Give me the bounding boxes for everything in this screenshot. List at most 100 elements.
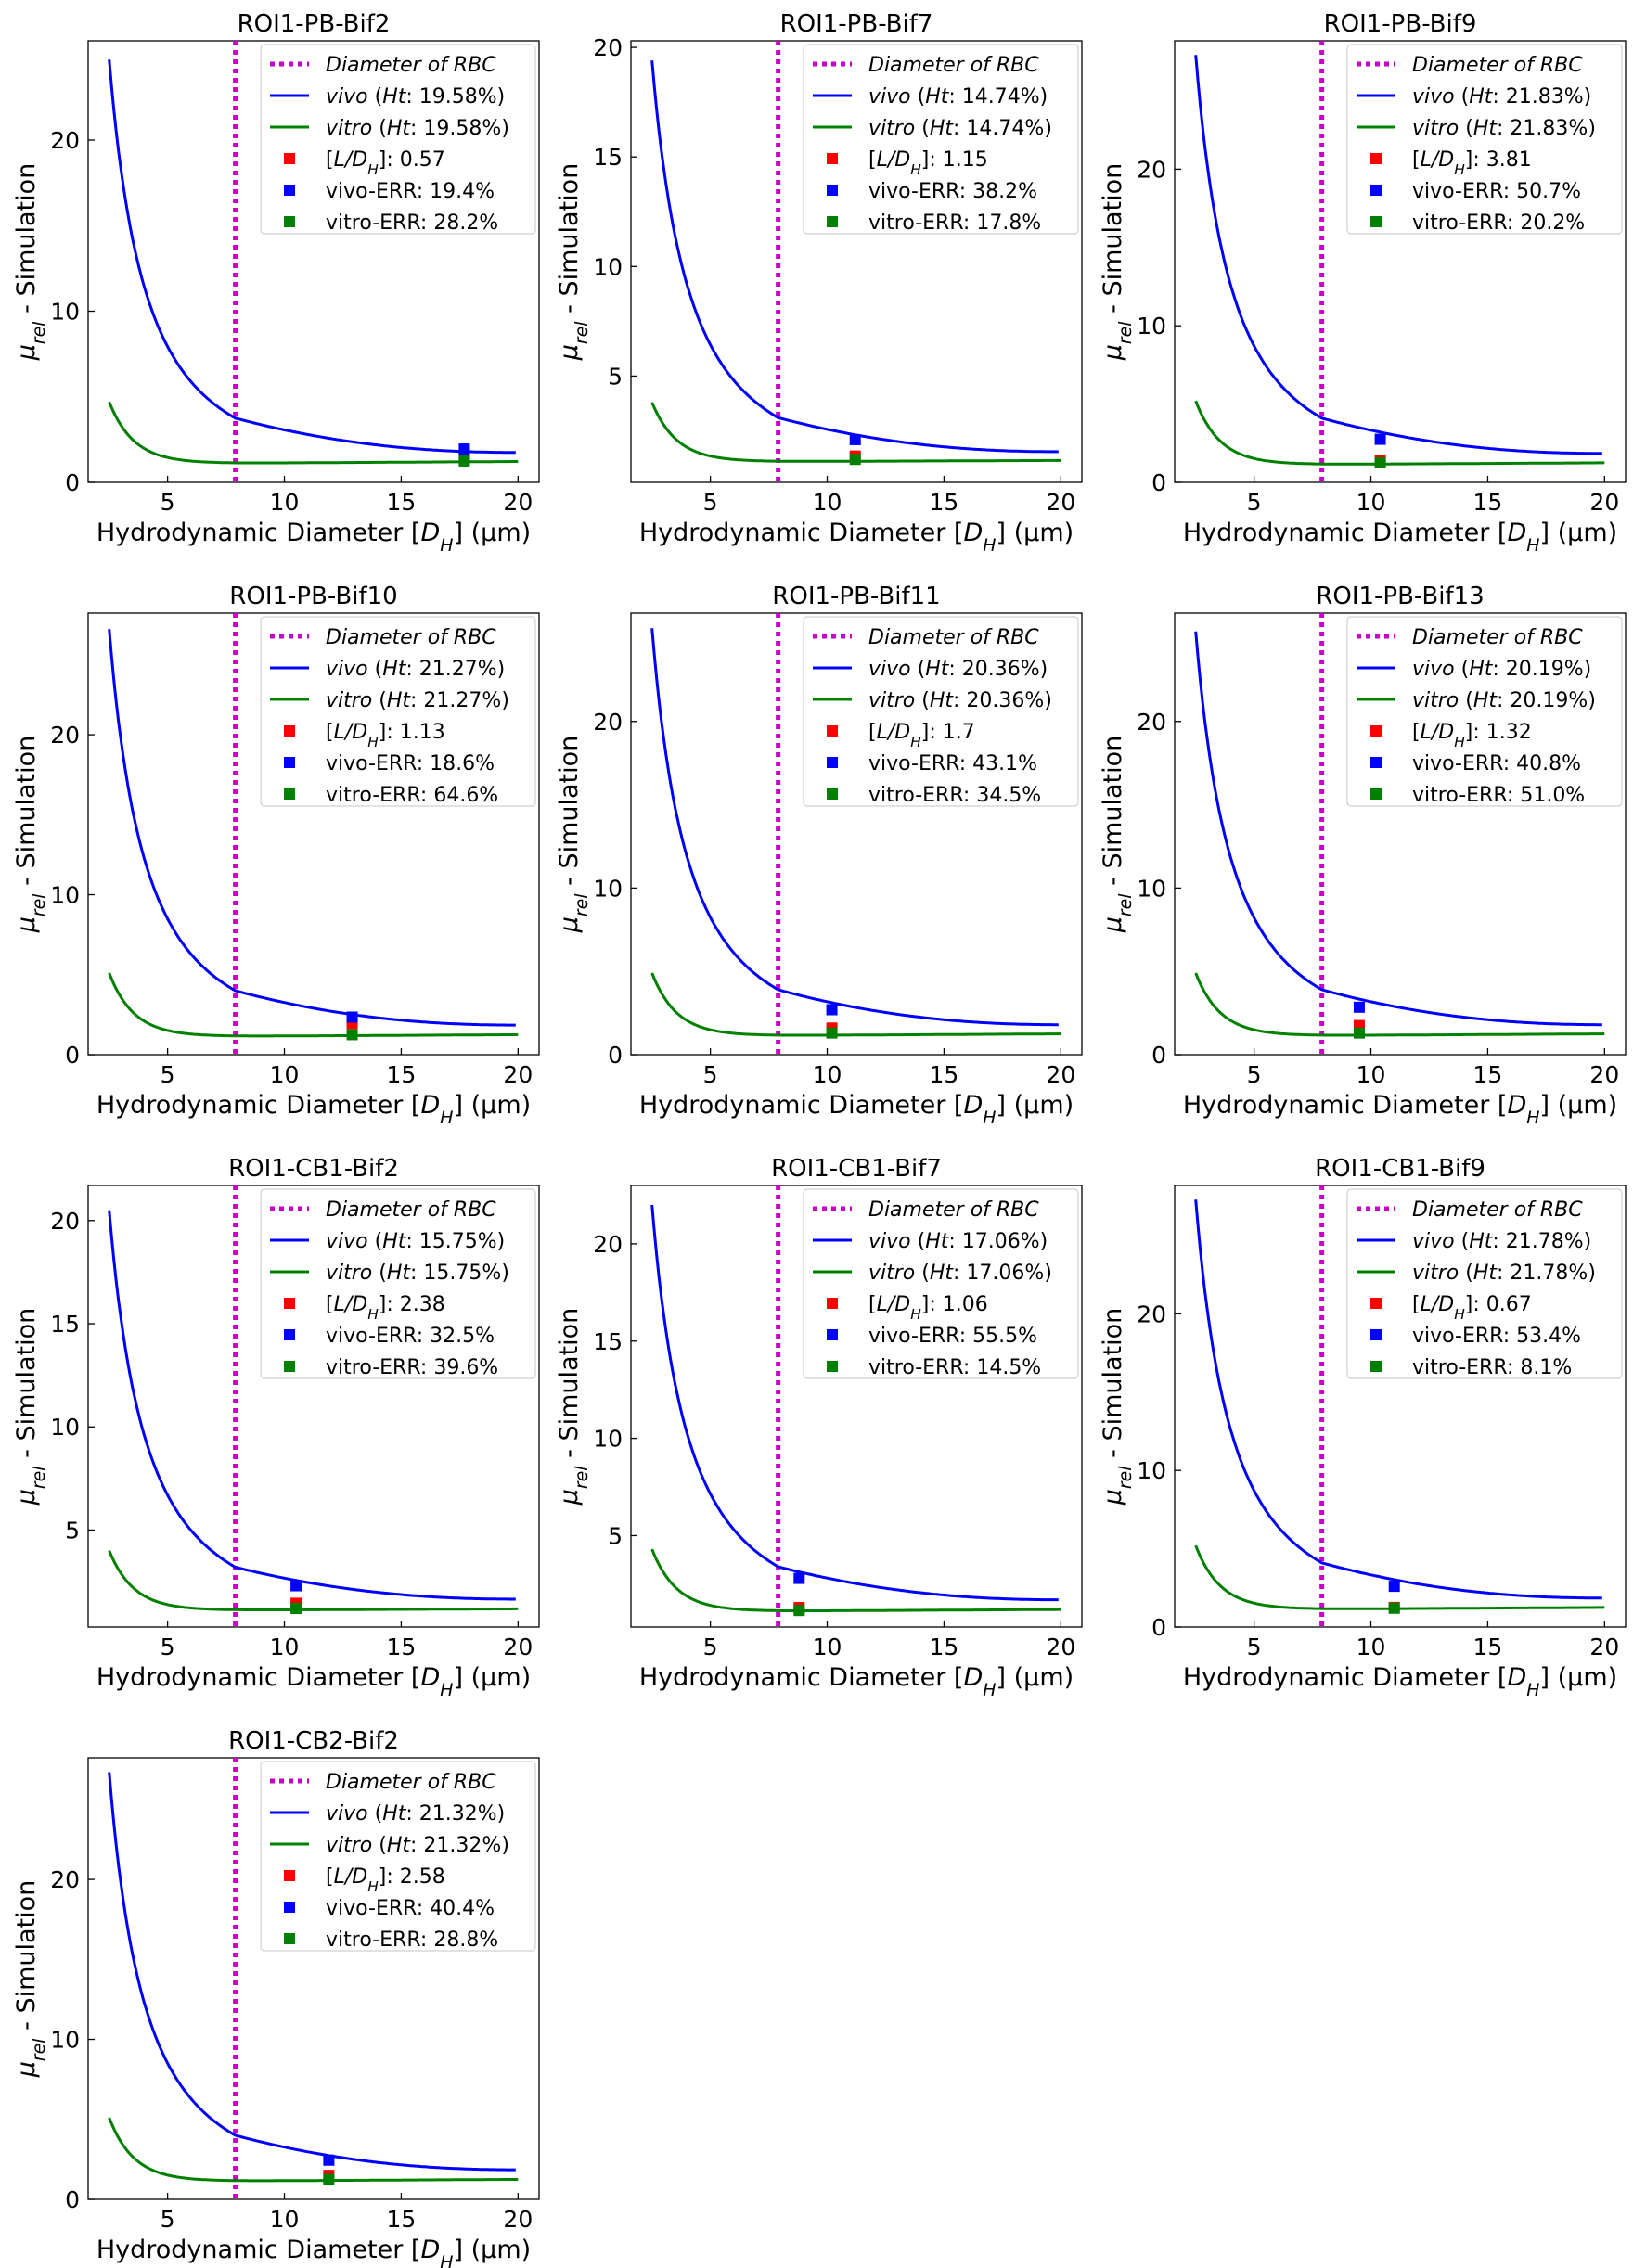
x-tick-label: 15 bbox=[387, 2206, 417, 2233]
legend-marker-swatch bbox=[1370, 185, 1382, 196]
chart-title: ROI1-CB1-Bif2 bbox=[228, 1155, 399, 1183]
legend-box bbox=[1346, 44, 1623, 235]
y-tick-label: 20 bbox=[593, 34, 623, 61]
y-tick-label: 20 bbox=[50, 1866, 80, 1893]
legend-label: vitro-ERR: 14.5% bbox=[868, 1356, 1041, 1379]
legend-label: vitro (Ht: 21.27%) bbox=[326, 689, 509, 712]
legend-marker-swatch bbox=[284, 216, 295, 227]
legend-label: [L/DH]: 3.81 bbox=[1412, 148, 1532, 178]
x-tick-label: 15 bbox=[1473, 1634, 1503, 1660]
vivo-err-marker bbox=[849, 433, 861, 445]
x-tick-label: 20 bbox=[1046, 1061, 1075, 1088]
legend-box bbox=[260, 616, 536, 807]
legend-label: [L/DH]: 1.06 bbox=[868, 1293, 988, 1323]
x-tick-label: 15 bbox=[1473, 489, 1503, 516]
legend-box bbox=[1346, 616, 1623, 807]
legend-label: vitro (Ht: 17.06%) bbox=[868, 1262, 1052, 1285]
legend-label: vivo-ERR: 55.5% bbox=[868, 1325, 1037, 1348]
x-tick-label: 10 bbox=[1357, 1634, 1386, 1660]
legend-label: vitro (Ht: 20.36%) bbox=[868, 689, 1052, 712]
legend-label: [L/DH]: 1.7 bbox=[868, 721, 975, 750]
y-tick-label: 10 bbox=[50, 2027, 80, 2054]
legend-marker-swatch bbox=[1370, 1329, 1382, 1340]
legend-label: vitro-ERR: 17.8% bbox=[868, 211, 1041, 235]
x-axis-label: Hydrodynamic Diameter [DH] (μm) bbox=[639, 1663, 1074, 1700]
x-tick-label: 5 bbox=[1247, 1061, 1262, 1088]
y-tick-label: 0 bbox=[608, 1042, 623, 1069]
x-tick-label: 15 bbox=[387, 489, 417, 516]
x-tick-label: 10 bbox=[270, 2206, 300, 2233]
y-axis-label: μrel - Simulation bbox=[555, 163, 592, 362]
legend-marker-swatch bbox=[284, 1329, 295, 1340]
y-tick-label: 10 bbox=[593, 875, 623, 902]
vitro-curve bbox=[1194, 400, 1605, 466]
legend-box bbox=[260, 1761, 536, 1952]
legend-label: Diameter of RBC bbox=[326, 1198, 496, 1222]
vivo-curve bbox=[1194, 631, 1602, 1027]
chart-title: ROI1-PB-Bif9 bbox=[1324, 10, 1477, 38]
vitro-err-marker bbox=[1353, 1027, 1365, 1039]
y-tick-label: 20 bbox=[50, 722, 80, 749]
plot-frame bbox=[87, 612, 540, 1056]
legend-label: vivo-ERR: 18.6% bbox=[326, 752, 495, 775]
legend-marker-swatch bbox=[284, 1298, 295, 1309]
vitro-curve bbox=[108, 401, 519, 465]
vivo-curve bbox=[650, 628, 1059, 1027]
x-tick-label: 20 bbox=[1589, 1634, 1619, 1660]
y-axis-label: μrel - Simulation bbox=[12, 1880, 49, 2079]
legend-marker-swatch bbox=[1370, 153, 1382, 164]
y-tick-label: 20 bbox=[1137, 1301, 1166, 1327]
vivo-curve bbox=[108, 1772, 516, 2172]
x-axis-label: Hydrodynamic Diameter [DH] (μm) bbox=[639, 1091, 1074, 1128]
chart-title: ROI1-CB1-Bif9 bbox=[1315, 1155, 1485, 1183]
x-tick-label: 5 bbox=[703, 489, 718, 516]
legend-label: vivo (Ht: 20.36%) bbox=[868, 658, 1048, 681]
x-tick-label: 10 bbox=[1357, 1061, 1386, 1088]
y-axis-label: μrel - Simulation bbox=[1099, 1308, 1136, 1506]
vivo-curve bbox=[108, 59, 516, 455]
y-tick-label: 0 bbox=[1151, 1614, 1166, 1641]
x-axis-label: Hydrodynamic Diameter [DH] (μm) bbox=[1183, 1091, 1617, 1128]
legend-marker-swatch bbox=[284, 1933, 295, 1944]
y-tick-label: 5 bbox=[608, 1522, 623, 1549]
x-axis-label: Hydrodynamic Diameter [DH] (μm) bbox=[1183, 519, 1617, 556]
legend-label: [L/DH]: 1.32 bbox=[1412, 721, 1532, 750]
legend-label: vitro-ERR: 28.8% bbox=[326, 1928, 498, 1952]
vitro-err-marker bbox=[1374, 456, 1386, 468]
plot-frame bbox=[87, 1185, 540, 1628]
legend-label: vitro (Ht: 19.58%) bbox=[326, 117, 509, 140]
x-tick-label: 20 bbox=[1589, 489, 1619, 516]
plot-frame bbox=[1174, 612, 1627, 1056]
vivo-curve bbox=[650, 1204, 1059, 1602]
legend-label: vitro-ERR: 39.6% bbox=[326, 1356, 498, 1379]
legend-label: vivo (Ht: 20.19%) bbox=[1412, 658, 1591, 681]
legend-marker-swatch bbox=[284, 725, 295, 737]
y-tick-label: 10 bbox=[593, 1426, 623, 1453]
legend-marker-swatch bbox=[1370, 788, 1382, 800]
legend-box bbox=[260, 44, 536, 235]
x-axis-label: Hydrodynamic Diameter [DH] (μm) bbox=[1183, 1663, 1617, 1700]
y-axis-label: μrel - Simulation bbox=[12, 1308, 49, 1506]
legend-marker-swatch bbox=[284, 153, 295, 164]
legend-marker-swatch bbox=[1370, 1298, 1382, 1309]
legend-marker-swatch bbox=[827, 1329, 838, 1340]
legend-marker-swatch bbox=[284, 757, 295, 768]
x-axis-label: Hydrodynamic Diameter [DH] (μm) bbox=[96, 2236, 531, 2268]
vitro-err-marker bbox=[826, 1027, 838, 1039]
legend-label: Diameter of RBC bbox=[326, 626, 496, 649]
vitro-err-marker bbox=[458, 455, 470, 467]
legend-label: [L/DH]: 0.57 bbox=[326, 148, 445, 178]
vitro-curve bbox=[1194, 1544, 1605, 1610]
x-tick-label: 10 bbox=[1357, 489, 1386, 516]
legend-box bbox=[803, 44, 1079, 235]
vivo-curve bbox=[1194, 1199, 1602, 1600]
x-tick-label: 10 bbox=[270, 1634, 300, 1660]
x-tick-label: 20 bbox=[1589, 1061, 1619, 1088]
vitro-err-marker bbox=[323, 2173, 335, 2185]
legend-marker-swatch bbox=[1370, 757, 1382, 768]
legend-label: vivo (Ht: 14.74%) bbox=[868, 85, 1048, 109]
vivo-err-marker bbox=[323, 2154, 335, 2166]
